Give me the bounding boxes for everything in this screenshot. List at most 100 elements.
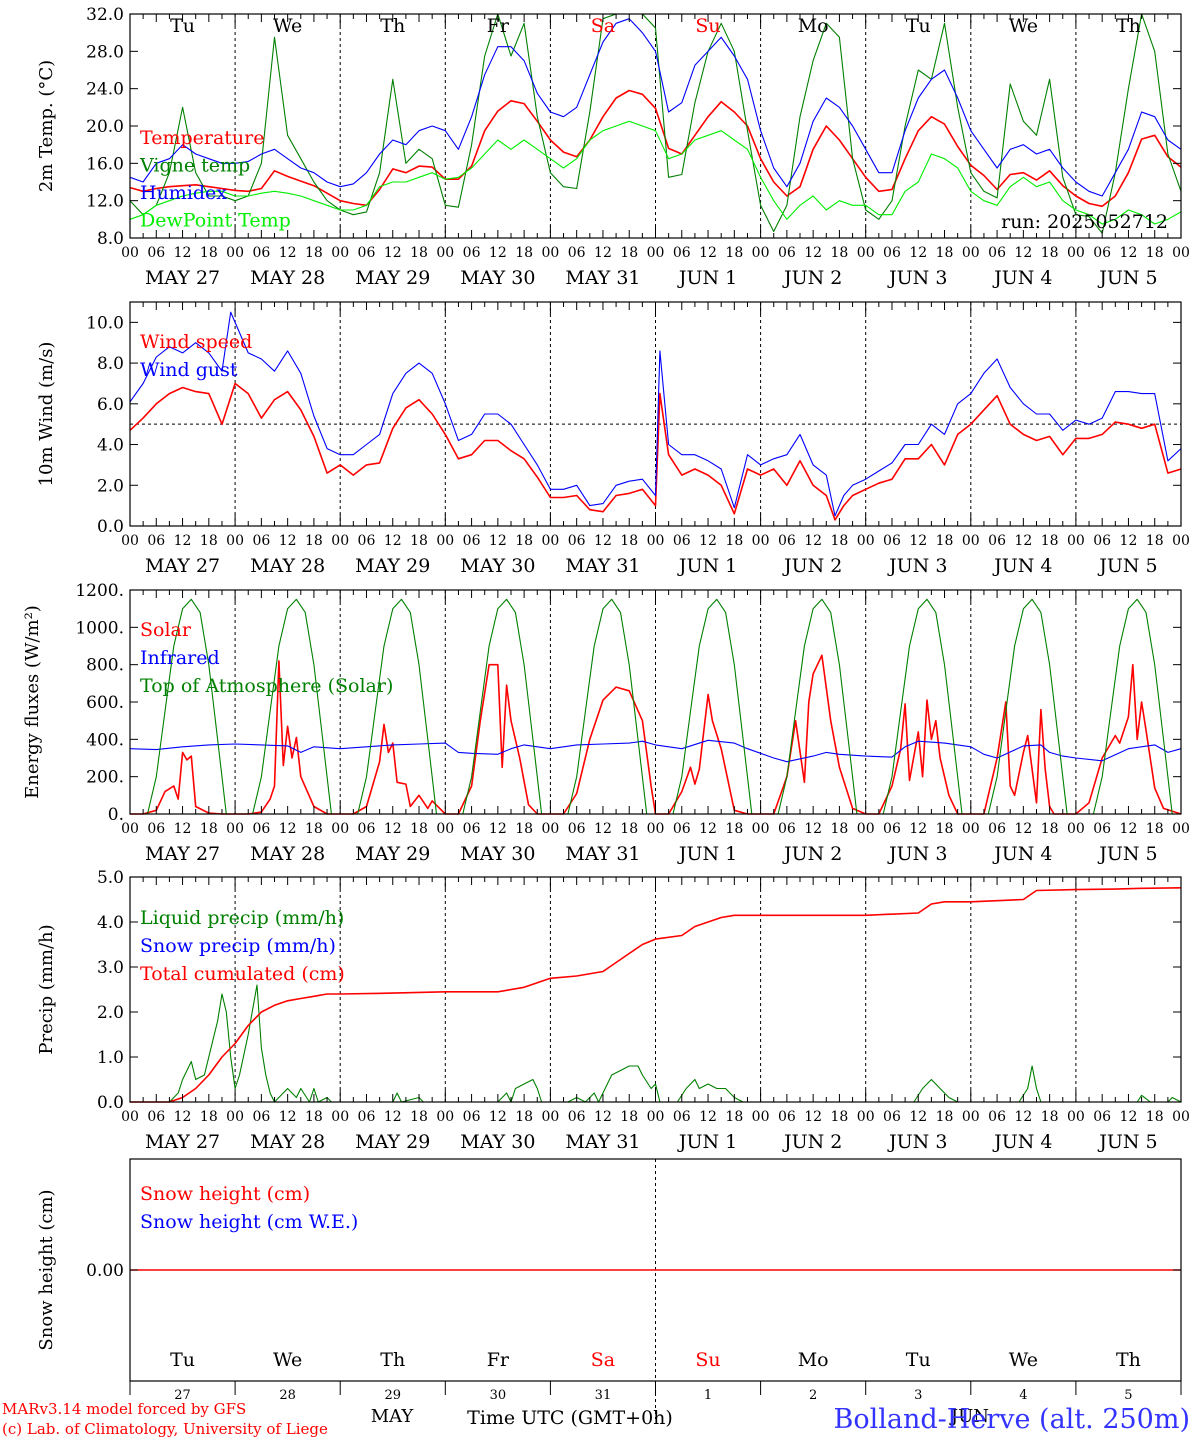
date-label: MAY 31 xyxy=(565,1131,640,1153)
x-tick-label: 00 xyxy=(1067,245,1085,261)
x-tick-label: 12 xyxy=(279,1109,297,1125)
x-tick-label: 12 xyxy=(489,245,507,261)
date-label: JUN 2 xyxy=(782,267,842,289)
station-label: Bolland-Herve (alt. 250m) xyxy=(834,1404,1190,1435)
run-label: run: 2025052712 xyxy=(1001,211,1168,233)
x-tick-label: 12 xyxy=(279,821,297,837)
y-tick-label: 24.0 xyxy=(86,80,124,100)
x-tick-label: 18 xyxy=(725,1109,743,1125)
y-tick-label: 200. xyxy=(86,768,124,788)
date-label: MAY 27 xyxy=(145,843,220,865)
legend-label-precip: Snow precip (mm/h) xyxy=(140,935,336,957)
x-tick-label: 06 xyxy=(463,533,481,549)
y-tick-label: 3.0 xyxy=(97,958,124,978)
date-label: JUN 3 xyxy=(887,267,947,289)
x-tick-label: 12 xyxy=(174,245,192,261)
x-tick-label: 00 xyxy=(1067,1109,1085,1125)
x-tick-label: 12 xyxy=(384,533,402,549)
x-tick-label: 06 xyxy=(463,245,481,261)
x-tick-label: 12 xyxy=(594,533,612,549)
legend-label-wind: Wind speed xyxy=(140,331,252,353)
x-tick-label: 18 xyxy=(515,1109,533,1125)
x-tick-label: 18 xyxy=(200,245,218,261)
x-tick-label: 00 xyxy=(226,821,244,837)
x-tick-label: 06 xyxy=(252,533,270,549)
y-tick-label: 400. xyxy=(86,730,124,750)
date-label: MAY 31 xyxy=(565,555,640,577)
x-tick-label: 00 xyxy=(857,245,875,261)
x-tick-label: 12 xyxy=(489,1109,507,1125)
day-number-label: 27 xyxy=(174,1388,191,1403)
x-tick-label: 18 xyxy=(305,821,323,837)
x-tick-label: 00 xyxy=(331,821,349,837)
x-tick-label: 00 xyxy=(121,1109,139,1125)
legend-label-temperature: Temperature xyxy=(140,127,264,149)
date-label: MAY 30 xyxy=(460,555,535,577)
weekday-label: We xyxy=(1009,15,1038,37)
y-tick-label: 0. xyxy=(108,805,124,825)
x-tick-label: 18 xyxy=(831,533,849,549)
x-tick-label: 06 xyxy=(252,1109,270,1125)
x-tick-label: 12 xyxy=(384,1109,402,1125)
y-tick-label: 10.0 xyxy=(86,313,124,333)
x-tick-label: 00 xyxy=(436,245,454,261)
series-line-temperature-0 xyxy=(129,89,1182,208)
date-label: MAY 30 xyxy=(460,267,535,289)
date-label: MAY 28 xyxy=(250,843,325,865)
legend-label-temperature: Humidex xyxy=(140,182,227,204)
x-tick-label: 18 xyxy=(725,245,743,261)
day-number-label: 29 xyxy=(384,1388,401,1403)
y-tick-label: 800. xyxy=(86,656,124,676)
x-tick-label: 18 xyxy=(200,1109,218,1125)
x-tick-label: 06 xyxy=(252,821,270,837)
date-label: JUN 1 xyxy=(677,267,737,289)
plot-frame xyxy=(129,13,1182,239)
date-label: JUN 2 xyxy=(782,1131,842,1153)
x-tick-label: 18 xyxy=(1146,533,1164,549)
date-label: MAY 28 xyxy=(250,555,325,577)
y-tick-label: 28.0 xyxy=(86,42,124,62)
x-tick-label: 00 xyxy=(647,245,665,261)
x-tick-label: 00 xyxy=(121,821,139,837)
x-tick-label: 12 xyxy=(489,821,507,837)
series-line-energy-2 xyxy=(130,598,1181,815)
x-tick-label: 06 xyxy=(988,533,1006,549)
x-tick-label: 18 xyxy=(831,821,849,837)
x-tick-label: 06 xyxy=(147,245,165,261)
x-tick-label: 06 xyxy=(568,821,586,837)
x-tick-label: 00 xyxy=(1172,1109,1190,1125)
y-tick-label: 16.0 xyxy=(86,154,124,174)
x-tick-label: 12 xyxy=(909,245,927,261)
panel-energy xyxy=(129,589,1182,815)
month-label: MAY xyxy=(371,1406,415,1427)
x-tick-label: 12 xyxy=(1014,1109,1032,1125)
y-tick-label: 600. xyxy=(86,693,124,713)
date-label: MAY 30 xyxy=(460,843,535,865)
legend-label-energy: Solar xyxy=(140,619,192,641)
x-tick-label: 06 xyxy=(463,821,481,837)
day-number-label: 31 xyxy=(595,1388,612,1403)
legend-label-temperature: Vigne temp xyxy=(139,155,250,177)
x-tick-label: 00 xyxy=(331,1109,349,1125)
model-credit: MARv3.14 model forced by GFS xyxy=(2,1400,246,1418)
weekday-label: Fr xyxy=(487,15,510,37)
date-label: JUN 5 xyxy=(1097,555,1157,577)
date-label: JUN 1 xyxy=(677,843,737,865)
x-tick-label: 00 xyxy=(962,245,980,261)
x-tick-label: 00 xyxy=(1172,533,1190,549)
x-tick-label: 18 xyxy=(1146,245,1164,261)
x-tick-label: 18 xyxy=(1041,1109,1059,1125)
x-tick-label: 18 xyxy=(725,533,743,549)
weekday-label: Fr xyxy=(487,1349,510,1371)
x-tick-label: 12 xyxy=(594,245,612,261)
x-tick-label: 00 xyxy=(962,533,980,549)
x-tick-label: 00 xyxy=(1172,245,1190,261)
x-tick-label: 00 xyxy=(541,821,559,837)
x-tick-label: 00 xyxy=(121,245,139,261)
date-label: MAY 28 xyxy=(250,1131,325,1153)
x-tick-label: 06 xyxy=(988,245,1006,261)
series-line-energy-1 xyxy=(129,739,1182,763)
x-tick-label: 06 xyxy=(1093,821,1111,837)
x-tick-label: 12 xyxy=(1014,533,1032,549)
